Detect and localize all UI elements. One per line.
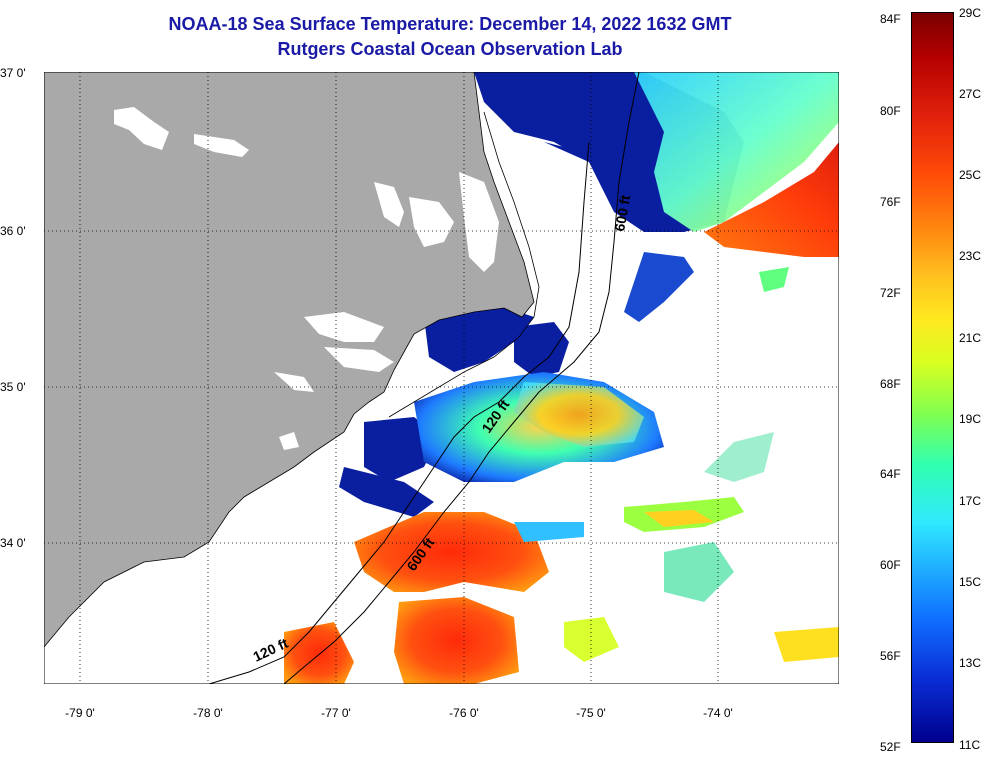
- cb-c-17: 17C: [959, 494, 982, 508]
- cb-c-27: 27C: [959, 87, 982, 101]
- lon-label-77: -77 0': [321, 706, 351, 720]
- cb-c-25: 25C: [959, 168, 982, 182]
- contour-label-600ft-north: 600 ft: [611, 193, 633, 232]
- graticule: [44, 72, 839, 684]
- barrier-islands: [388, 111, 540, 418]
- cb-f-60: 60F: [880, 558, 901, 572]
- lat-label-37: 37 0': [0, 66, 26, 80]
- cb-f-76: 76F: [880, 195, 901, 209]
- map-title: NOAA-18 Sea Surface Temperature: Decembe…: [168, 14, 732, 34]
- cb-f-64: 64F: [880, 467, 901, 481]
- cb-f-52: 52F: [880, 740, 901, 754]
- temperature-colorbar: [911, 12, 954, 743]
- lon-label-79: -79 0': [65, 706, 95, 720]
- cb-c-29: 29C: [959, 6, 982, 20]
- cb-f-56: 56F: [880, 649, 901, 663]
- lon-label-75: -75 0': [576, 706, 606, 720]
- cb-f-80: 80F: [880, 104, 901, 118]
- sst-southern-warm-patch-2: [394, 597, 519, 684]
- lat-label-34: 34 0': [0, 536, 26, 550]
- cb-c-19: 19C: [959, 412, 982, 426]
- lon-label-76: -76 0': [449, 706, 479, 720]
- sst-northeast-band: [634, 72, 839, 232]
- lon-label-78: -78 0': [193, 706, 223, 720]
- cb-c-21: 21C: [959, 331, 982, 345]
- sst-southern-warm-patch: [354, 512, 549, 592]
- contour-120ft: [208, 141, 590, 684]
- cb-c-11: 11C: [959, 738, 981, 752]
- cb-c-23: 23C: [959, 249, 982, 263]
- sst-mid-warm-patch: [514, 382, 644, 447]
- lat-label-36: 36 0': [0, 224, 26, 238]
- north-carolina-land: [44, 72, 535, 648]
- sst-scattered-patches: [514, 267, 839, 662]
- sst-map: 600 ft 120 ft 600 ft 120 ft: [44, 72, 839, 684]
- lat-label-35: 35 0': [0, 380, 26, 394]
- map-subtitle: Rutgers Coastal Ocean Observation Lab: [277, 39, 623, 59]
- cb-f-72: 72F: [880, 286, 901, 300]
- cb-f-84: 84F: [880, 12, 901, 26]
- sounds-and-rivers: [114, 107, 499, 450]
- cb-c-15: 15C: [959, 575, 982, 589]
- cb-f-68: 68F: [880, 377, 901, 391]
- contour-600ft: [283, 72, 640, 684]
- lon-label-74: -74 0': [703, 706, 733, 720]
- sst-gulf-stream: [704, 142, 839, 257]
- cb-c-13: 13C: [959, 656, 982, 670]
